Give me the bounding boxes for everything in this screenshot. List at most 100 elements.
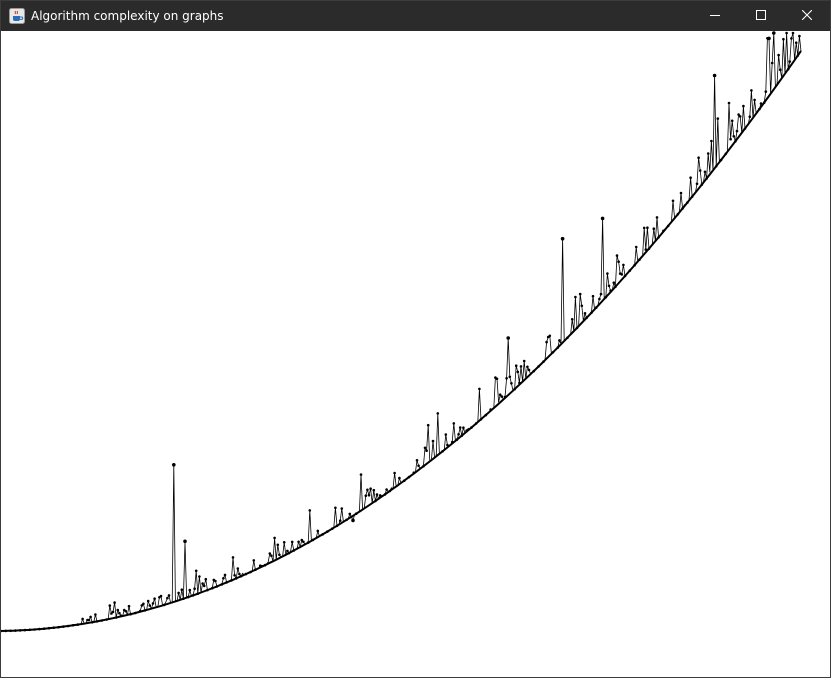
data-point xyxy=(300,538,304,542)
data-point xyxy=(778,68,782,71)
data-point xyxy=(417,464,420,468)
data-point xyxy=(110,612,113,615)
window-controls xyxy=(692,1,830,31)
minimize-button[interactable] xyxy=(692,1,738,31)
spike-point xyxy=(772,31,776,35)
data-point xyxy=(134,611,137,615)
data-point xyxy=(374,499,377,503)
data-point xyxy=(302,540,305,544)
data-point xyxy=(638,258,641,261)
data-point xyxy=(705,177,708,180)
data-point xyxy=(431,439,435,443)
data-point xyxy=(42,627,46,630)
data-point xyxy=(478,387,481,391)
data-point xyxy=(350,515,353,519)
data-point xyxy=(574,295,577,299)
data-point xyxy=(252,559,256,562)
data-point xyxy=(292,549,296,552)
data-point xyxy=(655,216,659,219)
data-point xyxy=(194,569,198,573)
data-point xyxy=(796,54,800,57)
data-point xyxy=(742,104,745,108)
data-point xyxy=(138,609,142,613)
data-point xyxy=(62,625,65,628)
data-point xyxy=(239,575,243,578)
data-point xyxy=(114,616,118,619)
title-bar[interactable]: Algorithm complexity on graphs xyxy=(1,1,830,31)
data-point xyxy=(470,426,473,429)
data-point xyxy=(681,207,684,210)
data-point xyxy=(273,536,276,540)
data-point xyxy=(644,248,648,251)
data-point xyxy=(95,620,99,623)
data-point xyxy=(770,61,774,65)
data-point xyxy=(119,614,123,617)
maximize-button[interactable] xyxy=(738,1,784,31)
data-point xyxy=(542,360,545,364)
data-point xyxy=(321,533,324,536)
data-point xyxy=(522,359,526,363)
data-point xyxy=(238,572,241,576)
data-point xyxy=(66,624,70,628)
data-point xyxy=(286,549,289,553)
maximize-icon xyxy=(756,7,766,25)
data-point xyxy=(614,285,617,288)
data-point xyxy=(423,446,427,450)
data-point xyxy=(465,429,468,432)
data-point xyxy=(225,581,228,584)
data-point xyxy=(230,579,233,582)
data-point xyxy=(545,340,548,344)
data-point xyxy=(526,365,529,369)
series-line xyxy=(1,32,802,632)
close-icon xyxy=(801,7,813,25)
data-point xyxy=(798,34,801,38)
data-point xyxy=(402,479,406,483)
data-point xyxy=(425,449,428,453)
data-point xyxy=(306,541,310,544)
data-point xyxy=(398,476,401,480)
data-point xyxy=(452,422,456,425)
data-point xyxy=(514,364,518,368)
data-point xyxy=(657,236,660,239)
data-point xyxy=(18,629,22,632)
data-point xyxy=(617,260,620,263)
complexity-chart xyxy=(1,31,802,633)
data-point xyxy=(198,575,201,578)
data-point xyxy=(127,604,131,608)
data-point xyxy=(186,595,190,599)
data-point xyxy=(788,60,792,63)
java-cup-icon[interactable] xyxy=(9,8,25,24)
data-point xyxy=(777,53,780,57)
data-point xyxy=(124,609,128,613)
data-point xyxy=(222,577,225,580)
data-point xyxy=(4,629,8,633)
data-point xyxy=(105,618,108,621)
data-point xyxy=(210,586,214,590)
data-point xyxy=(590,311,593,315)
data-point xyxy=(513,387,516,391)
data-point xyxy=(628,269,632,272)
data-point xyxy=(167,594,171,597)
data-point xyxy=(583,312,587,315)
data-point xyxy=(94,613,97,616)
data-point xyxy=(735,129,739,133)
data-point xyxy=(676,213,680,216)
data-point xyxy=(372,488,376,492)
data-point xyxy=(671,199,675,203)
data-point xyxy=(258,564,262,567)
data-point xyxy=(28,628,32,632)
data-point xyxy=(23,628,27,632)
data-point xyxy=(118,611,121,615)
data-point xyxy=(366,488,369,492)
data-point xyxy=(215,585,219,588)
data-point xyxy=(790,37,793,40)
spike-point xyxy=(506,336,511,340)
spike-point xyxy=(351,518,355,523)
data-point xyxy=(426,423,430,427)
data-point xyxy=(233,574,236,577)
data-point xyxy=(444,433,448,436)
data-point xyxy=(369,487,372,491)
close-button[interactable] xyxy=(784,1,830,31)
data-point xyxy=(503,395,507,399)
data-point xyxy=(340,507,344,510)
